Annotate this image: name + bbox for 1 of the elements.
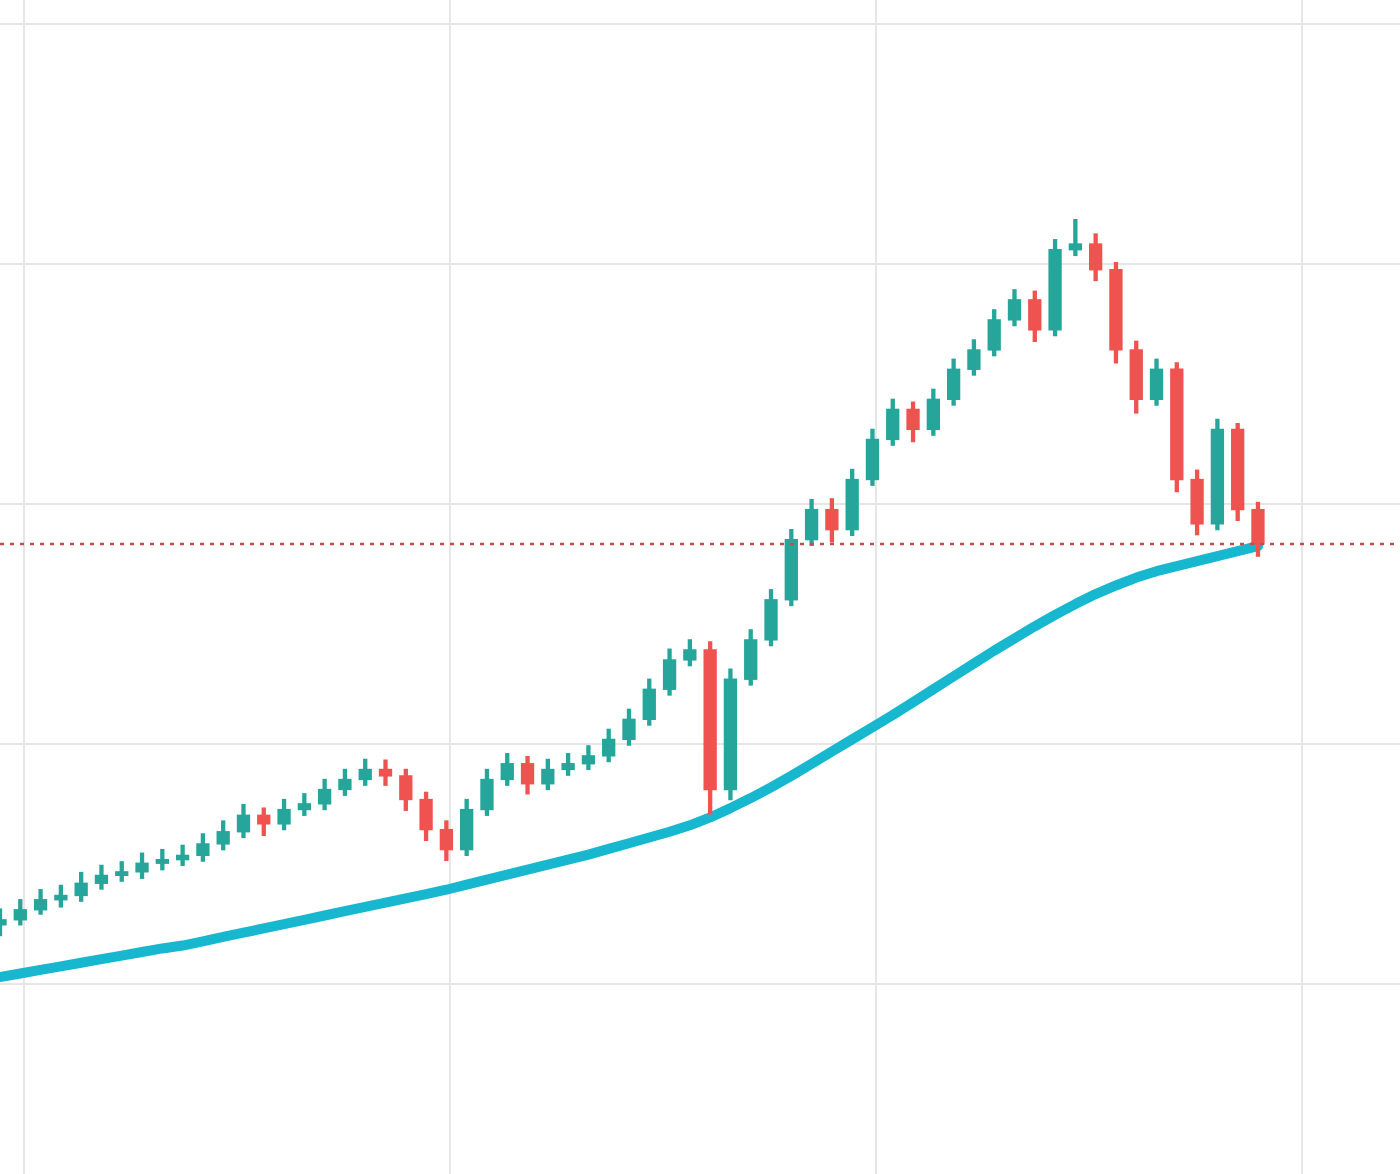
candlestick [1068, 218, 1083, 257]
